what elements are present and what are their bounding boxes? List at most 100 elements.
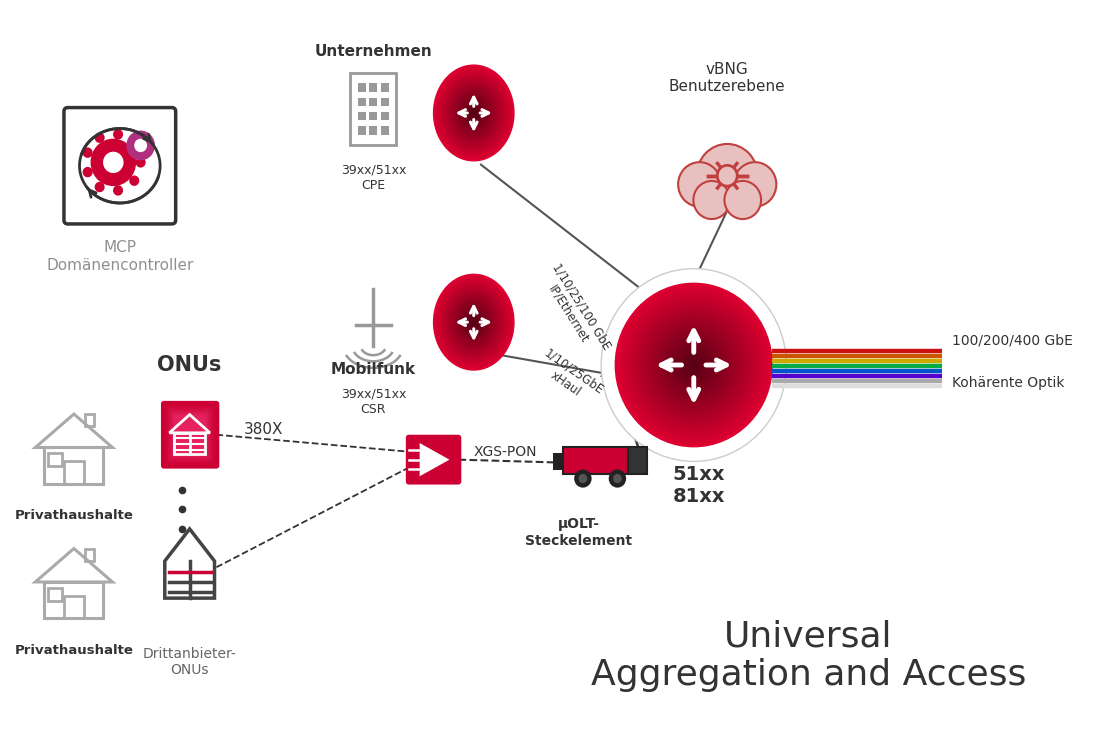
Bar bbox=[45, 582, 104, 618]
Bar bbox=[357, 112, 366, 120]
FancyBboxPatch shape bbox=[169, 410, 211, 460]
Ellipse shape bbox=[456, 92, 492, 134]
Circle shape bbox=[733, 162, 776, 207]
Circle shape bbox=[634, 303, 753, 427]
FancyBboxPatch shape bbox=[167, 408, 213, 462]
FancyBboxPatch shape bbox=[166, 407, 214, 463]
Text: ONUs: ONUs bbox=[157, 355, 222, 375]
Ellipse shape bbox=[468, 315, 480, 330]
Ellipse shape bbox=[436, 68, 512, 159]
Circle shape bbox=[693, 181, 730, 219]
Ellipse shape bbox=[442, 284, 506, 360]
Ellipse shape bbox=[463, 310, 484, 334]
Circle shape bbox=[127, 131, 155, 160]
Circle shape bbox=[95, 133, 105, 143]
Ellipse shape bbox=[451, 87, 496, 139]
Ellipse shape bbox=[470, 108, 478, 117]
Ellipse shape bbox=[439, 282, 508, 363]
Bar bbox=[553, 453, 564, 470]
Circle shape bbox=[678, 349, 709, 382]
Ellipse shape bbox=[446, 79, 502, 147]
Bar bbox=[369, 98, 377, 106]
Circle shape bbox=[650, 319, 738, 411]
Circle shape bbox=[136, 157, 145, 167]
Ellipse shape bbox=[444, 286, 504, 358]
Circle shape bbox=[691, 362, 697, 368]
Ellipse shape bbox=[448, 82, 500, 144]
Circle shape bbox=[619, 286, 769, 443]
Circle shape bbox=[681, 352, 706, 378]
Text: Drittanbieter-
ONUs: Drittanbieter- ONUs bbox=[143, 647, 236, 677]
Ellipse shape bbox=[460, 96, 487, 130]
Text: MCP
Domänencontroller: MCP Domänencontroller bbox=[46, 241, 193, 273]
Bar bbox=[45, 448, 104, 484]
Circle shape bbox=[622, 290, 766, 440]
Ellipse shape bbox=[466, 313, 482, 332]
Circle shape bbox=[627, 297, 760, 434]
Polygon shape bbox=[420, 443, 449, 476]
Ellipse shape bbox=[461, 308, 485, 336]
Ellipse shape bbox=[454, 298, 494, 346]
Bar bbox=[351, 73, 397, 145]
Ellipse shape bbox=[461, 98, 485, 127]
Text: Mobilfunk: Mobilfunk bbox=[331, 362, 415, 377]
Circle shape bbox=[653, 322, 734, 407]
Circle shape bbox=[631, 299, 756, 430]
Ellipse shape bbox=[451, 296, 496, 349]
Circle shape bbox=[687, 358, 700, 371]
Circle shape bbox=[609, 470, 626, 487]
Text: 39xx/51xx
CPE: 39xx/51xx CPE bbox=[341, 164, 406, 192]
Bar bbox=[64, 596, 83, 618]
Ellipse shape bbox=[444, 77, 504, 149]
Ellipse shape bbox=[472, 320, 475, 324]
Circle shape bbox=[113, 185, 124, 196]
Circle shape bbox=[613, 474, 622, 483]
Circle shape bbox=[656, 326, 731, 404]
Circle shape bbox=[615, 283, 772, 447]
Ellipse shape bbox=[460, 305, 487, 339]
Text: Unternehmen: Unternehmen bbox=[315, 44, 432, 59]
Ellipse shape bbox=[470, 317, 478, 327]
Polygon shape bbox=[628, 447, 646, 474]
Text: XGS-PON: XGS-PON bbox=[473, 445, 538, 459]
Circle shape bbox=[675, 346, 713, 385]
Ellipse shape bbox=[448, 291, 500, 353]
Circle shape bbox=[601, 269, 786, 462]
Bar bbox=[64, 462, 83, 484]
Ellipse shape bbox=[449, 294, 497, 351]
Ellipse shape bbox=[436, 277, 512, 368]
Bar bbox=[174, 433, 205, 454]
Ellipse shape bbox=[458, 94, 490, 132]
Ellipse shape bbox=[458, 303, 490, 341]
FancyBboxPatch shape bbox=[175, 415, 205, 454]
Text: 51xx
81xx: 51xx 81xx bbox=[672, 465, 725, 506]
Bar bbox=[369, 83, 377, 92]
Circle shape bbox=[672, 342, 716, 388]
Ellipse shape bbox=[472, 111, 475, 115]
Bar bbox=[380, 98, 389, 106]
Circle shape bbox=[129, 175, 139, 186]
Ellipse shape bbox=[456, 301, 492, 344]
Circle shape bbox=[91, 139, 136, 186]
Circle shape bbox=[578, 474, 587, 483]
Circle shape bbox=[678, 162, 721, 207]
Bar bbox=[357, 126, 366, 135]
Text: 380X: 380X bbox=[244, 422, 284, 437]
Ellipse shape bbox=[442, 75, 506, 151]
Circle shape bbox=[129, 139, 139, 149]
Ellipse shape bbox=[454, 89, 494, 137]
Text: 39xx/51xx
CSR: 39xx/51xx CSR bbox=[341, 388, 406, 416]
Bar bbox=[369, 126, 377, 135]
Circle shape bbox=[625, 293, 763, 437]
Circle shape bbox=[637, 306, 750, 424]
Circle shape bbox=[574, 470, 591, 487]
FancyBboxPatch shape bbox=[406, 435, 461, 484]
Circle shape bbox=[659, 329, 728, 401]
Circle shape bbox=[83, 148, 93, 158]
FancyBboxPatch shape bbox=[171, 411, 210, 459]
Text: 1/10/25GbE
xHaul: 1/10/25GbE xHaul bbox=[533, 346, 606, 410]
FancyBboxPatch shape bbox=[174, 414, 207, 456]
FancyBboxPatch shape bbox=[172, 413, 209, 457]
Circle shape bbox=[647, 316, 741, 414]
Text: 1/10/25/100 GbE
IP/Ethernet: 1/10/25/100 GbE IP/Ethernet bbox=[537, 261, 613, 360]
